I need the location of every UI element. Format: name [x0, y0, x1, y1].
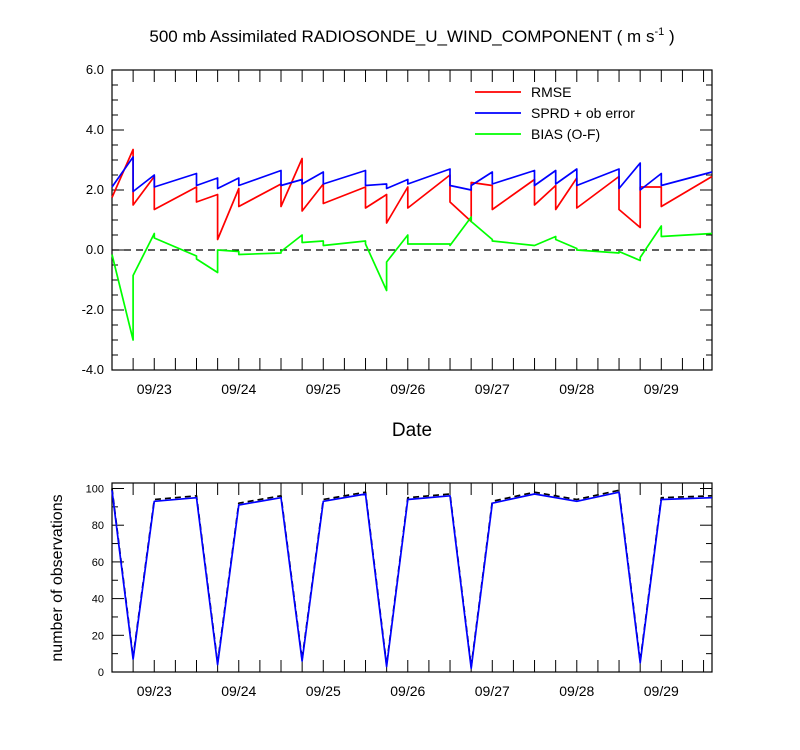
top-y-tick-label: -4.0 [82, 362, 104, 377]
top-x-tick-label: 09/28 [559, 381, 594, 397]
chart-title: 500 mb Assimilated RADIOSONDE_U_WIND_COM… [149, 26, 674, 46]
bottom-x-tick-label: 09/25 [306, 683, 341, 699]
chart-title-sup: -1 [654, 26, 664, 38]
bottom-y-tick-label: 60 [92, 557, 104, 569]
bottom-x-tick-label: 09/26 [390, 683, 425, 699]
rmse-series-line [111, 148, 713, 241]
sprd-series-line [111, 156, 713, 193]
bottom-y-axis-label: number of observations [49, 494, 66, 661]
bottom-y-tick-label: 20 [92, 630, 104, 642]
bias-series-line [111, 216, 713, 341]
bottom-x-tick-label: 09/24 [221, 683, 256, 699]
chart-title-end: ) [664, 27, 674, 46]
obs-assimilated-line [111, 490, 713, 670]
legend-label-rmse: RMSE [531, 84, 571, 100]
bottom-x-tick-label: 09/27 [475, 683, 510, 699]
bottom-x-tick-label: 09/29 [644, 683, 679, 699]
top-x-tick-label: 09/27 [475, 381, 510, 397]
top-y-tick-label: 2.0 [86, 182, 104, 197]
top-x-axis-label: Date [392, 420, 432, 441]
bottom-y-tick-label: 0 [98, 667, 104, 679]
bottom-x-tick-label: 09/23 [137, 683, 172, 699]
bottom-y-tick-label: 80 [92, 520, 104, 532]
top-y-tick-label: 0.0 [86, 242, 104, 257]
top-y-tick-label: 6.0 [86, 62, 104, 77]
legend-label-sprd: SPRD + ob error [531, 105, 635, 121]
top-y-tick-label: -2.0 [82, 302, 104, 317]
bottom-y-tick-label: 40 [92, 594, 104, 606]
legend-label-bias: BIAS (O-F) [531, 126, 600, 142]
bottom-chart: 0 20 40 60 80 100 09/23 09/24 09/25 09/26 09/27 09/… [86, 482, 713, 699]
top-x-tick-label: 09/23 [137, 381, 172, 397]
chart-title-main: 500 mb Assimilated RADIOSONDE_U_WIND_COM… [149, 27, 654, 46]
top-y-tick-label: 4.0 [86, 122, 104, 137]
bottom-plot-frame [111, 482, 713, 673]
top-chart: -4.0 -2.0 0.0 2.0 4.0 6.0 09/23 09/24 09/25 09/26… [82, 62, 713, 397]
top-x-tick-label: 09/24 [221, 381, 256, 397]
bottom-x-tick-label: 09/28 [559, 683, 594, 699]
top-x-tick-label: 09/26 [390, 381, 425, 397]
top-x-tick-label: 09/29 [644, 381, 679, 397]
top-x-tick-label: 09/25 [306, 381, 341, 397]
obs-possible-line [111, 488, 713, 668]
bottom-y-tick-label: 100 [86, 484, 104, 496]
